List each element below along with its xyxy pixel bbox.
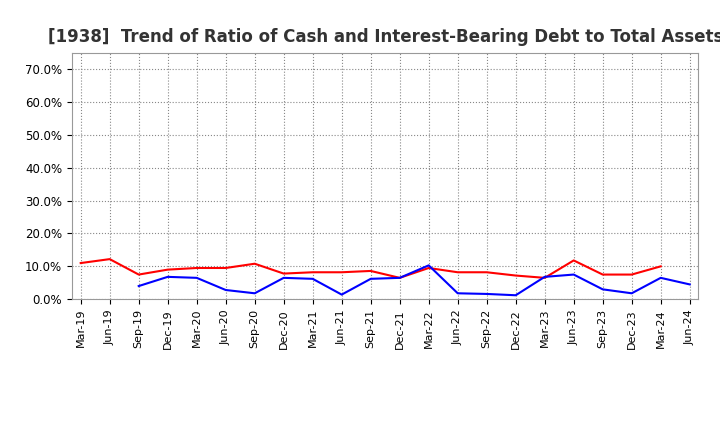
Interest-Bearing Debt — [511, 293, 520, 298]
Interest-Bearing Debt — [424, 263, 433, 268]
Cash — [76, 260, 85, 266]
Interest-Bearing Debt — [221, 287, 230, 293]
Line: Cash: Cash — [81, 259, 661, 278]
Cash — [424, 265, 433, 271]
Interest-Bearing Debt — [570, 272, 578, 277]
Cash — [308, 270, 317, 275]
Cash — [192, 265, 201, 271]
Cash — [511, 273, 520, 278]
Cash — [395, 275, 404, 280]
Interest-Bearing Debt — [454, 291, 462, 296]
Interest-Bearing Debt — [685, 282, 694, 287]
Cash — [627, 272, 636, 277]
Legend: Cash, Interest-Bearing Debt: Cash, Interest-Bearing Debt — [233, 434, 537, 440]
Cash — [657, 264, 665, 269]
Interest-Bearing Debt — [338, 292, 346, 297]
Interest-Bearing Debt — [627, 291, 636, 296]
Interest-Bearing Debt — [541, 274, 549, 279]
Interest-Bearing Debt — [279, 275, 288, 280]
Cash — [570, 258, 578, 263]
Interest-Bearing Debt — [598, 287, 607, 292]
Interest-Bearing Debt — [192, 275, 201, 280]
Cash — [598, 272, 607, 277]
Cash — [251, 261, 259, 266]
Interest-Bearing Debt — [163, 274, 172, 279]
Cash — [366, 268, 375, 274]
Interest-Bearing Debt — [366, 276, 375, 282]
Cash — [454, 270, 462, 275]
Interest-Bearing Debt — [251, 291, 259, 296]
Title: [1938]  Trend of Ratio of Cash and Interest-Bearing Debt to Total Assets: [1938] Trend of Ratio of Cash and Intere… — [48, 28, 720, 46]
Line: Interest-Bearing Debt: Interest-Bearing Debt — [139, 265, 690, 295]
Cash — [541, 275, 549, 280]
Cash — [482, 270, 491, 275]
Interest-Bearing Debt — [135, 283, 143, 289]
Cash — [135, 272, 143, 277]
Cash — [105, 257, 114, 262]
Cash — [338, 270, 346, 275]
Cash — [279, 271, 288, 276]
Interest-Bearing Debt — [657, 275, 665, 280]
Cash — [221, 265, 230, 271]
Interest-Bearing Debt — [482, 291, 491, 297]
Interest-Bearing Debt — [395, 275, 404, 280]
Interest-Bearing Debt — [308, 276, 317, 282]
Cash — [163, 267, 172, 272]
